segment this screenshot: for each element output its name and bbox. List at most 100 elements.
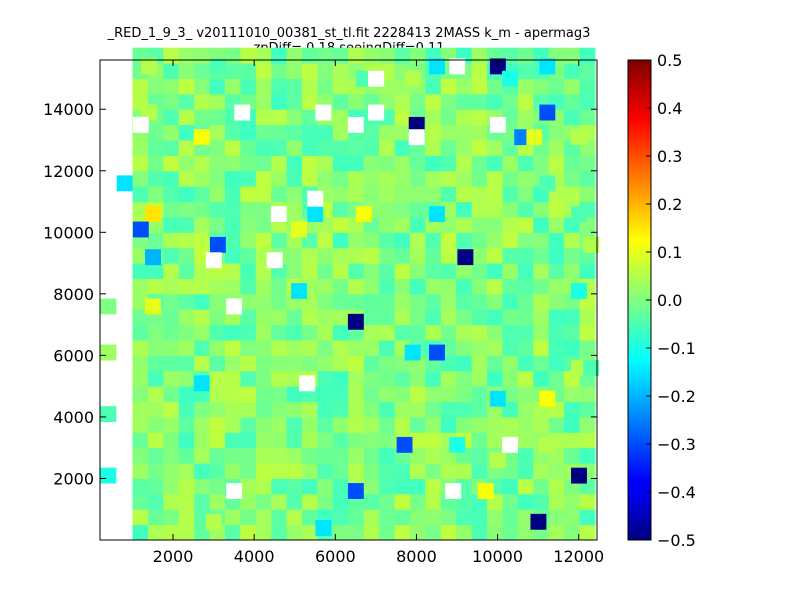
heatmap-cell	[425, 278, 442, 295]
heatmap-cell	[440, 463, 457, 479]
heatmap-cell	[425, 524, 442, 541]
heatmap-cell	[363, 447, 380, 464]
heatmap-cell	[471, 386, 488, 403]
heatmap-cell	[209, 340, 226, 356]
heatmap-cell	[456, 524, 473, 541]
heatmap-cell	[286, 155, 303, 172]
heatmap-cell	[530, 513, 547, 530]
heatmap-cell	[317, 124, 334, 141]
heatmap-cell	[286, 447, 303, 464]
heatmap-cell	[548, 340, 565, 356]
heatmap-cell	[394, 386, 411, 403]
heatmap-cell	[517, 155, 534, 172]
heatmap-cell	[517, 201, 534, 218]
heatmap-cell	[440, 93, 457, 110]
heatmap-cell	[363, 463, 380, 479]
heatmap-cell	[502, 247, 519, 264]
heatmap-cell	[548, 478, 565, 495]
plot-area: 2000 4000 6000 8000 10000 12000 2000 4000 6000 8…	[43, 47, 604, 566]
heatmap-cell	[178, 370, 195, 387]
heatmap-cell	[456, 140, 473, 156]
heatmap-cell	[132, 524, 149, 541]
heatmap-cell	[348, 140, 365, 156]
heatmap-cell	[271, 340, 288, 356]
heatmap-cell	[363, 493, 380, 510]
heatmap-cell	[302, 340, 318, 356]
heatmap-empty-cell	[368, 70, 385, 87]
heatmap-cell	[240, 216, 257, 233]
heatmap-empty-cell	[445, 483, 462, 499]
heatmap-cell	[178, 463, 195, 479]
heatmap-cell	[332, 370, 349, 387]
heatmap-cell	[363, 401, 380, 418]
heatmap-cell	[302, 247, 318, 264]
heatmap-cell	[548, 324, 565, 341]
heatmap-cell	[178, 93, 195, 110]
heatmap-cell	[502, 524, 519, 541]
heatmap-cell	[317, 370, 334, 387]
heatmap-cell	[307, 206, 324, 223]
heatmap-cell	[487, 524, 503, 541]
heatmap-cell	[271, 478, 288, 495]
heatmap-cell	[291, 221, 308, 238]
heatmap-cell	[194, 309, 211, 326]
heatmap-cell	[440, 309, 457, 326]
heatmap-cell	[348, 93, 365, 110]
heatmap-cell	[194, 447, 211, 464]
heatmap-cell	[178, 63, 195, 79]
heatmap-cell	[194, 216, 211, 233]
heatmap-cell	[332, 355, 349, 372]
heatmap-cell	[533, 370, 550, 387]
heatmap-cell	[178, 478, 195, 495]
heatmap-cell	[409, 247, 426, 264]
heatmap-cell	[224, 247, 241, 264]
heatmap-cell	[132, 340, 149, 356]
heatmap-cell	[502, 109, 519, 126]
heatmap-cell	[348, 447, 365, 464]
heatmap-cell	[517, 278, 534, 295]
heatmap-cell	[526, 129, 543, 146]
heatmap-cell	[100, 298, 117, 315]
heatmap-cell	[564, 309, 581, 326]
heatmap-cell	[487, 416, 503, 433]
heatmap-cell	[317, 463, 334, 479]
heatmap-cell	[579, 109, 596, 126]
heatmap-cell	[440, 170, 457, 187]
heatmap-cell	[477, 483, 494, 499]
heatmap-cell	[471, 155, 488, 172]
heatmap-cell	[471, 124, 488, 141]
heatmap-cell	[132, 386, 149, 403]
heatmap-cell	[471, 263, 488, 279]
heatmap-cell	[487, 216, 503, 233]
heatmap-cell	[579, 63, 596, 79]
colorbar-tick-label: 0.1	[657, 243, 682, 262]
heatmap-cell	[271, 309, 288, 326]
heatmap-cell	[132, 155, 149, 172]
heatmap-cell	[404, 344, 421, 361]
heatmap-cell	[517, 216, 534, 233]
heatmap-cell	[255, 416, 272, 433]
heatmap-cell	[471, 170, 488, 187]
heatmap-cell	[457, 249, 474, 266]
heatmap-cell	[517, 78, 534, 95]
heatmap-cell	[291, 283, 308, 299]
heatmap-cell	[379, 401, 396, 418]
heatmap-cell	[255, 447, 272, 464]
heatmap-cell	[178, 247, 195, 264]
heatmap-cell	[440, 278, 457, 295]
heatmap-cell	[409, 232, 426, 249]
heatmap-cell	[579, 416, 596, 433]
heatmap-cell	[147, 155, 164, 172]
heatmap-cell	[163, 386, 180, 403]
heatmap-cell	[224, 278, 241, 295]
colorbar-tick-label: −0.3	[657, 435, 696, 454]
heatmap-cell	[517, 401, 534, 418]
heatmap-cell	[255, 140, 272, 156]
heatmap-empty-cell	[205, 252, 222, 269]
heatmap-cell	[502, 478, 519, 495]
heatmap-cell	[209, 493, 226, 510]
heatmap-cell	[163, 324, 180, 341]
heatmap-cell	[409, 509, 426, 526]
heatmap-cell	[409, 478, 426, 495]
heatmap-cell	[471, 63, 488, 79]
